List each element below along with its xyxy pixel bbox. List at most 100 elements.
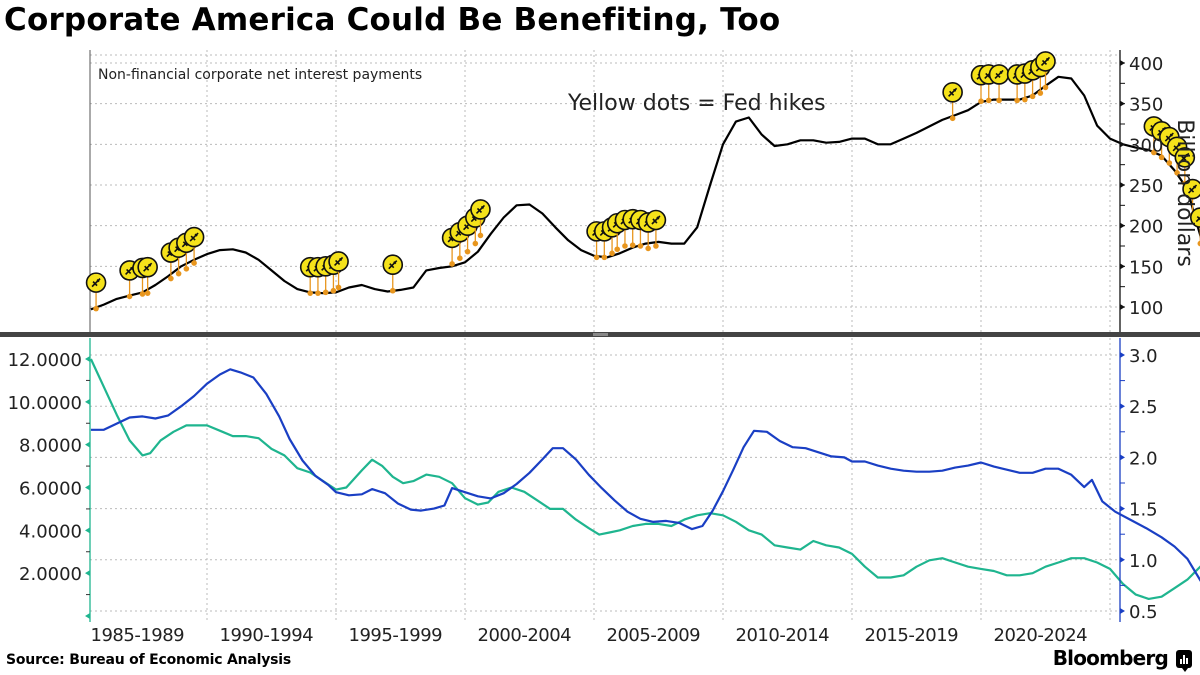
top-y-tick-label: 200 [1129,217,1163,238]
top-axis-tick-arrow [1120,222,1125,229]
left-y-tick-label: 10.0000 [8,393,82,414]
fed-hikes-annotation: Yellow dots = Fed hikes [567,91,826,116]
airplane-icon [1164,132,1174,142]
hike-point [1037,90,1044,96]
hike-point [307,290,314,296]
top-right-axis: 100 150 200 250 300 350 400 [1119,50,1163,332]
hike-point [985,97,992,104]
airplane-icon [1040,56,1051,66]
right-y-tick-label: 3.0 [1129,346,1158,367]
left-y-tick-label: 6.0000 [19,479,82,500]
hike-point [93,305,99,312]
fed-hike-marker[interactable] [183,226,205,266]
fed-hike-marker[interactable] [942,82,963,122]
hike-point [183,265,190,272]
fed-hike-markers [85,51,1200,312]
airplane-icon [91,278,101,288]
hike-point [1158,154,1165,161]
hike-point [315,290,321,296]
bloomberg-chart-icon [1176,650,1192,672]
bottom-left-axis: 2.0000 4.0000 6.0000 8.0000 10.0000 12.0000 [8,338,91,622]
airplane-icon [334,256,344,267]
hike-point [949,115,956,122]
hike-point [335,284,342,291]
right-axis-tick-arrow [1120,454,1125,461]
left-axis-tick-arrow [85,484,90,491]
teal-series-line [89,358,1200,600]
left-axis-tick-arrow [85,527,90,534]
left-y-tick-label: 2.0000 [19,564,82,585]
x-tick-label: 1990-1994 [220,625,314,646]
right-axis-tick-arrow [1120,352,1125,358]
fed-hike-marker[interactable] [1174,147,1196,187]
top-axis-tick-arrow [1120,182,1125,188]
airplane-icon [651,215,661,225]
blue-series-line [90,368,1200,582]
hike-point [144,290,151,296]
left-axis-tick-arrow [85,613,90,619]
hike-point [593,254,600,261]
x-tick-label: 2015-2019 [865,625,959,646]
hike-point [614,246,621,253]
hike-point [601,254,608,261]
hike-point [1014,97,1020,104]
bottom-series-layer [89,358,1200,600]
top-series-layer [90,75,1200,311]
left-axis-tick-arrow [85,356,90,362]
net-interest-line [90,75,1200,311]
left-axis-tick-arrow [85,398,90,405]
fed-hike-marker[interactable] [85,272,107,312]
fed-hike-marker[interactable] [382,254,404,294]
right-axis-tick-arrow [1120,403,1125,410]
fed-hike-marker[interactable] [1035,51,1056,91]
top-y-tick-label: 300 [1129,135,1163,156]
hike-point [191,260,197,266]
fed-hike-marker[interactable] [988,64,1010,104]
top-y-tick-label: 350 [1129,95,1163,116]
top-axis-tick-arrow [1120,304,1125,310]
hike-point [1174,170,1180,176]
top-y-tick-label: 100 [1129,298,1163,319]
chart-title: Corporate America Could Be Benefiting, T… [4,2,781,38]
hike-point [1166,160,1173,166]
fed-hike-marker[interactable] [470,199,491,239]
x-tick-label: 1985-1989 [91,625,185,646]
right-y-tick-label: 1.0 [1129,551,1158,572]
right-y-tick-label: 2.0 [1129,448,1158,469]
fed-hike-marker[interactable] [328,251,349,291]
top-axis-tick-arrow [1120,141,1125,148]
hike-point [637,243,644,249]
bloomberg-logo-text: Bloomberg [1052,646,1169,670]
hike-point [457,255,463,261]
top-chart-subtitle: Non-financial corporate net interest pay… [98,67,422,83]
hike-point [1151,149,1157,156]
right-y-tick-label: 2.5 [1129,397,1158,418]
source-note: Source: Bureau of Economic Analysis [6,652,292,668]
fed-hike-marker[interactable] [137,256,158,296]
hike-point [645,245,651,252]
divider-grip[interactable] [593,333,608,336]
hike-dot [1190,207,1200,228]
right-axis-tick-arrow [1120,608,1125,614]
right-y-tick-label: 1.5 [1129,500,1158,521]
x-tick-label: 2020-2024 [994,625,1088,646]
hike-point [175,270,182,277]
hike-point [330,287,337,294]
right-y-tick-label: 0.5 [1129,602,1158,623]
airplane-icon [948,87,958,97]
airplane-icon [189,232,199,242]
hike-point [139,291,146,297]
fed-hike-marker[interactable] [1190,207,1200,247]
airplane-icon [1195,215,1200,223]
right-axis-tick-arrow [1120,556,1125,563]
airplane-icon [475,204,486,214]
left-axis-tick-arrow [85,441,90,448]
x-tick-label: 2005-2009 [607,625,701,646]
top-y-tick-label: 250 [1129,176,1163,197]
hike-point [1197,240,1200,247]
hike-point [1029,93,1036,100]
top-axis-tick-arrow [1120,263,1125,270]
fed-hike-marker[interactable] [645,209,667,249]
airplane-icon [994,69,1004,79]
x-axis: 1985-1989 1990-1994 1995-1999 2000-2004 2005… [91,625,1088,646]
